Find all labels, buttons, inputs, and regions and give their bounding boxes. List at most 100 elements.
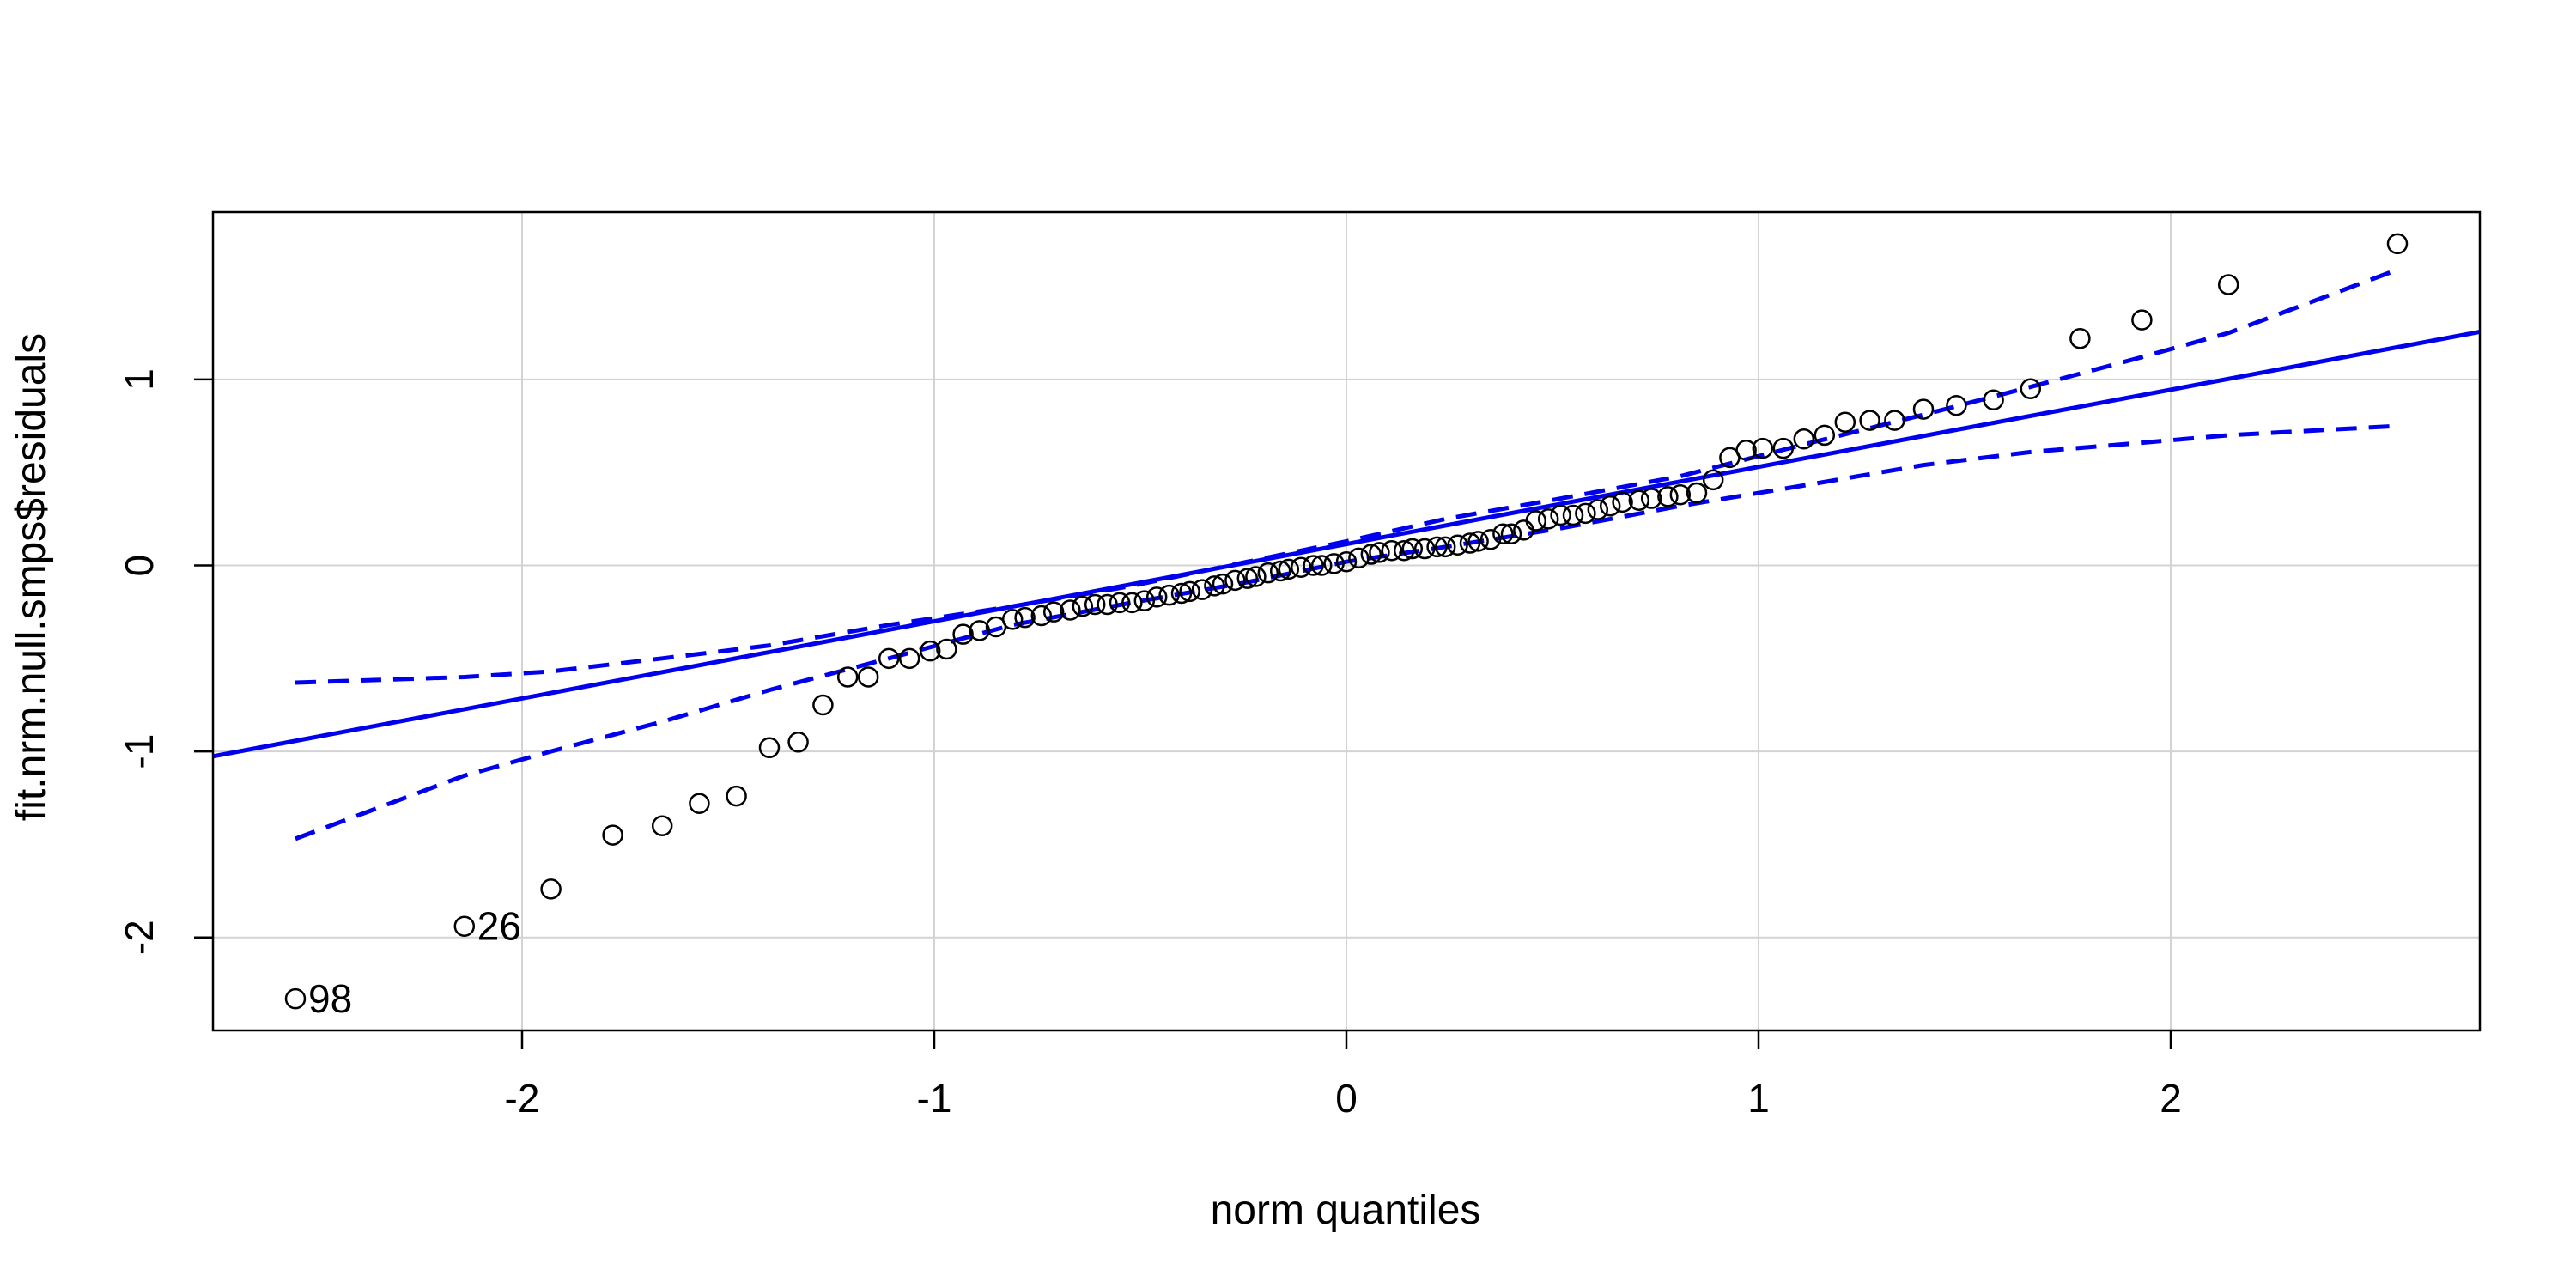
data-point [2069,328,2091,349]
data-point [1669,483,1692,506]
data-point [1537,508,1559,530]
x-tick-label: -1 [917,1076,952,1121]
data-point [1946,395,1967,416]
data-point [1204,575,1225,597]
data-point [1814,424,1836,447]
data-point [1434,536,1456,558]
data-point [1335,550,1358,573]
data-point [651,815,673,836]
data-point [1060,599,1081,621]
data-point [1628,489,1650,511]
data-point [1413,538,1436,560]
data-point [1575,502,1596,525]
data-point [836,666,859,688]
point-label: 26 [477,904,521,949]
data-point [1640,488,1662,509]
y-axis-label: fit.nrm.null.smps$residuals [9,333,54,821]
data-point [540,878,562,900]
data-point [602,824,623,846]
grid [213,212,2480,1030]
reference-line-group [213,329,2480,759]
data-point [689,793,710,815]
data-point [878,647,900,670]
data-point [1702,469,1724,491]
data-point [1479,528,1502,550]
data-point [1236,568,1259,589]
data-point [1290,556,1312,578]
data-point [1401,538,1424,560]
data-point [1983,389,2004,411]
y-tick-label: 1 [117,368,161,391]
data-point [758,737,781,759]
data-point [1459,532,1481,554]
data-point [1492,523,1514,544]
data-point [1121,592,1143,614]
data-point [2020,378,2042,400]
data-point [1686,482,1708,504]
data-point [1001,609,1024,630]
data-point [726,785,747,807]
data-point [1381,539,1403,562]
data-point [1278,558,1300,580]
data-point [2386,233,2409,255]
data-point [898,647,920,670]
lower-confidence-line [295,423,2398,841]
data-point [1834,411,1856,433]
data-points [284,233,2409,1010]
data-point [812,694,834,716]
data-point [1145,586,1168,608]
y-tick-label: -1 [117,734,161,769]
upper-confidence-line [295,267,2398,685]
data-point [1170,582,1193,605]
point-labels: 98 26 [308,904,521,1021]
data-point [857,666,879,688]
y-tick-label: -2 [117,920,161,955]
reference-line [213,329,2480,759]
y-tick-label: 0 [117,555,161,577]
data-point [1772,437,1795,459]
data-point [969,620,991,641]
data-point [1587,499,1609,520]
data-point [1245,566,1267,587]
confidence-band [295,267,2398,841]
data-point [1525,510,1547,532]
data-point [1014,606,1036,629]
x-tick-label: -2 [505,1076,540,1121]
data-point [1269,560,1291,582]
data-point [1191,579,1213,600]
data-point [2131,309,2153,331]
data-point [787,732,809,753]
data-point [1072,595,1094,617]
data-point [1323,553,1345,574]
point-label: 98 [308,976,352,1021]
data-point [1467,531,1489,552]
data-point [1109,592,1131,614]
data-point [1657,486,1679,507]
axes: -2 -1 0 1 2 -2 -1 0 1 [117,210,2482,1121]
data-point [1030,605,1053,627]
data-point [952,623,974,645]
data-point [1752,437,1774,459]
data-point [1599,495,1621,517]
data-point [1310,555,1333,576]
x-tick-label: 2 [2160,1076,2182,1121]
data-point [1158,584,1180,606]
data-point [1912,398,1935,420]
data-point [2217,274,2239,295]
data-point [453,915,476,937]
data-point [1179,580,1200,603]
data-point [936,638,957,660]
data-point [1224,569,1246,592]
data-point [1348,547,1370,569]
data-point [1257,562,1279,584]
data-point [919,640,941,662]
data-point [1426,536,1448,558]
data-point [1447,534,1468,556]
data-point [1369,542,1390,563]
data-point [1212,573,1234,595]
data-point [1393,539,1415,562]
data-point [1513,519,1534,541]
data-point [1859,410,1880,431]
data-point [1042,601,1065,623]
